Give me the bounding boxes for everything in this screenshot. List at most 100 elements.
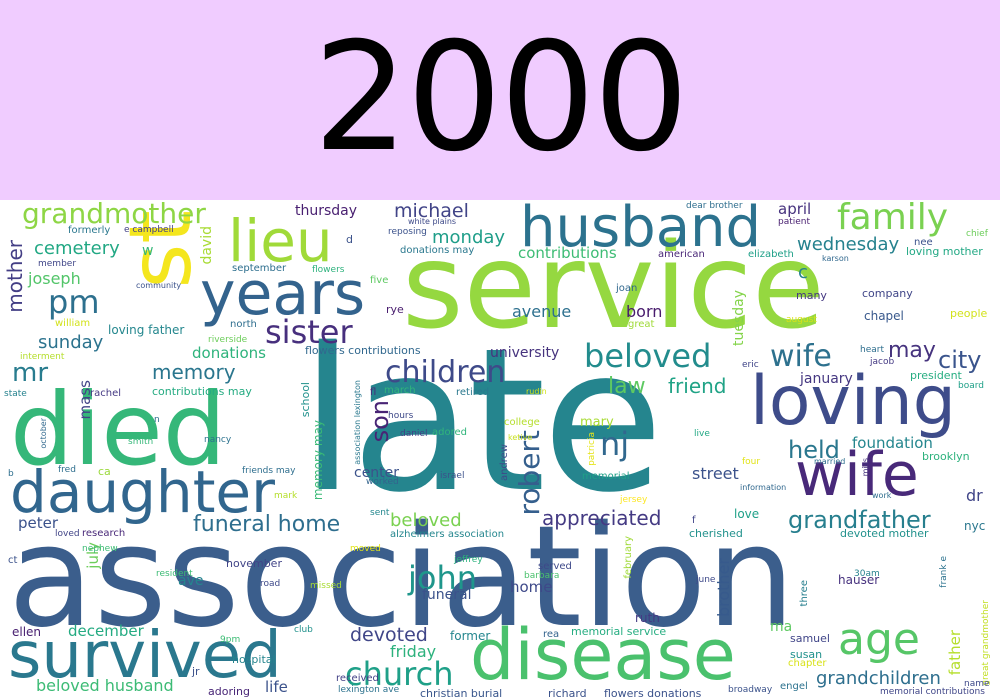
word-cloud: association late service died st loving … [0, 200, 1000, 700]
cloud-word: richard [548, 687, 587, 700]
cloud-word: adoring [208, 685, 250, 698]
cloud-word: engel [780, 681, 808, 692]
cloud-word: loving mother [906, 245, 983, 258]
cloud-word: pm [48, 283, 100, 321]
cloud-word: joseph [28, 269, 81, 288]
cloud-word: 9pm [220, 635, 241, 645]
cloud-word: september [232, 263, 287, 274]
cloud-word: children [385, 355, 506, 390]
cloud-word: former [450, 629, 491, 643]
cloud-word: received [336, 673, 379, 684]
cloud-word: tuesday [731, 290, 747, 347]
cloud-word: jr [192, 665, 200, 678]
cloud-word: d [346, 233, 353, 246]
cloud-word: people [950, 307, 988, 320]
cloud-word: christian burial [420, 687, 503, 700]
cloud-word: flowers contributions [305, 344, 421, 357]
cloud-word: disease [470, 614, 736, 696]
cloud-word: born [626, 302, 663, 321]
cloud-word: love [734, 507, 760, 521]
cloud-word: state [4, 389, 27, 399]
cloud-word: peter [18, 514, 59, 532]
cloud-word: alzheimers association [390, 529, 505, 540]
cloud-word: ct [8, 555, 18, 566]
cloud-word: hours [388, 411, 414, 421]
cloud-word: memorial service [571, 625, 667, 638]
cloud-word: wife [795, 440, 919, 510]
cloud-word: israel [440, 471, 465, 481]
cloud-word: company [862, 287, 913, 300]
cloud-word: ave [178, 573, 204, 589]
cloud-word: e campbell [124, 225, 174, 235]
cloud-word: devoted mother [840, 527, 929, 540]
cloud-word: beloved husband [36, 676, 174, 695]
cloud-word: susan [790, 648, 823, 661]
cloud-word: adored [432, 427, 467, 438]
cloud-word: association [8, 496, 796, 659]
cloud-word: university [490, 345, 560, 361]
cloud-word: reposing [388, 227, 427, 237]
cloud-word: ca [98, 465, 111, 478]
cloud-word: nancy [204, 435, 232, 445]
cloud-word: life [265, 678, 288, 696]
cloud-word: street [692, 464, 739, 483]
cloud-word: elizabeth [748, 249, 794, 260]
cloud-word: died [10, 371, 227, 488]
cloud-word: community [136, 281, 182, 290]
cloud-word: patient [778, 217, 811, 227]
cloud-word: smith [128, 437, 154, 447]
cloud-word: devoted [350, 624, 428, 646]
cloud-word: moved [350, 544, 381, 554]
cloud-word: chapel [864, 309, 904, 323]
cloud-word: beloved [584, 337, 712, 375]
cloud-word: april [778, 200, 812, 218]
cloud-word: husband [520, 200, 762, 260]
cloud-word: father [946, 630, 964, 676]
cloud-word: served [538, 561, 572, 572]
cloud-word: mr [12, 358, 49, 388]
cloud-word: member [38, 259, 77, 269]
cloud-word: andrew [499, 444, 510, 482]
cloud-word: monday [432, 227, 506, 248]
cloud-word: donations [192, 344, 266, 362]
cloud-word: grandchildren [816, 668, 941, 689]
cloud-word: 30am [854, 569, 880, 579]
cloud-word: lieu [228, 207, 333, 275]
cloud-word: karson [822, 254, 849, 263]
cloud-word: broadway [728, 685, 773, 695]
cloud-word: w [142, 243, 154, 259]
cloud-word: october [39, 418, 48, 449]
cloud-word: mark [274, 491, 298, 501]
cloud-word: son [366, 400, 394, 443]
cloud-word: grandmother [22, 200, 206, 230]
cloud-word: school [299, 382, 312, 418]
cloud-word: chief [966, 229, 988, 239]
cloud-word: contributions [518, 244, 617, 262]
cloud-word: march [384, 385, 416, 396]
cloud-word: center [354, 465, 400, 481]
cloud-word: ellen [12, 625, 42, 639]
cloud-word: brother [714, 558, 733, 618]
cloud-word: december [68, 622, 144, 640]
cloud-word: board [958, 381, 984, 391]
cloud-word: lexington ave [338, 685, 400, 695]
cloud-word: service [402, 217, 825, 355]
cloud-word: february [623, 536, 634, 579]
cloud-word: memorial [582, 471, 630, 482]
cloud-word: three [799, 580, 810, 607]
cloud-word: ketive [508, 433, 533, 442]
cloud-word: retired [456, 387, 490, 398]
cloud-word: january [800, 371, 853, 387]
cloud-word: funeral [422, 587, 472, 603]
cloud-word: joan [616, 283, 638, 294]
cloud-word: friday [390, 642, 437, 661]
cloud-word: late [300, 305, 664, 536]
cloud-word: rye [386, 303, 404, 316]
cloud-word: fred [58, 465, 76, 475]
cloud-word: four [742, 457, 761, 467]
cloud-word: friend [668, 374, 727, 398]
cloud-word: friends may [242, 466, 296, 476]
cloud-word: eric [742, 360, 759, 370]
cloud-word: american [658, 249, 705, 260]
cloud-word: b [8, 469, 14, 479]
